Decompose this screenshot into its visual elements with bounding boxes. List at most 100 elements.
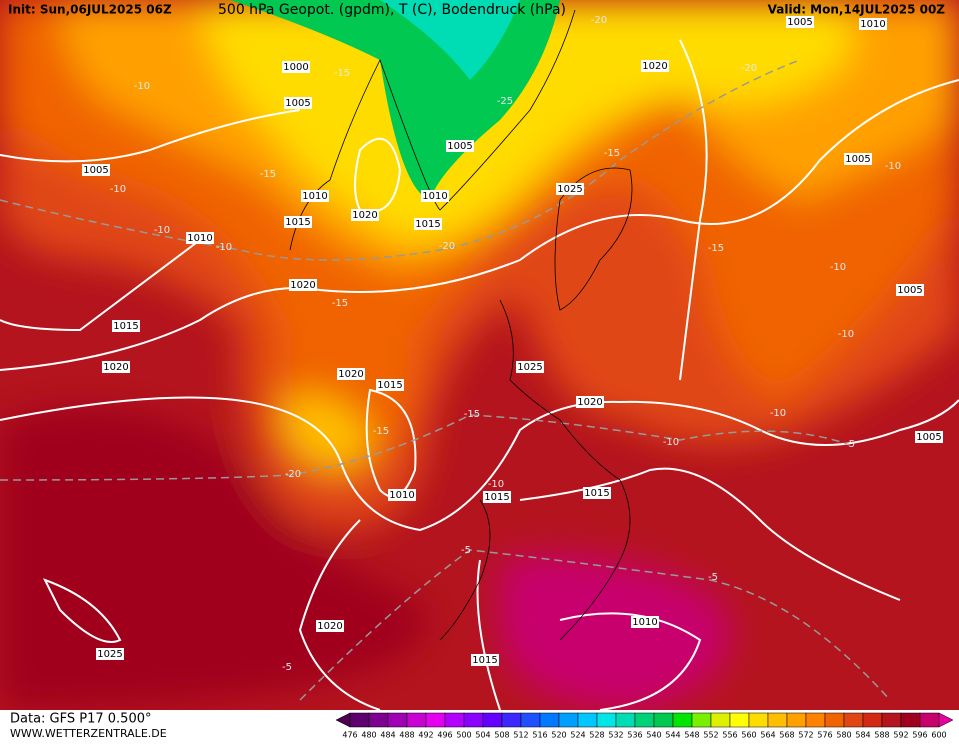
temperature-label: -10 [216, 242, 232, 253]
colorbar-bin [558, 712, 579, 728]
colorbar-tick-label: 508 [494, 731, 509, 740]
isobar-label-box [786, 16, 814, 28]
isobar-label-box [388, 489, 416, 501]
temperature-label: -5 [282, 662, 292, 673]
isobar-label-box [337, 368, 365, 380]
colorbar-bin [482, 712, 503, 728]
isobar-label: 1005 [845, 154, 870, 165]
colorbar-tick-label: 520 [551, 731, 566, 740]
colorbar-tick-label: 584 [855, 731, 870, 740]
colorbar-bin [653, 712, 674, 728]
temperature-label: -10 [663, 437, 679, 448]
isobar-label: 1005 [916, 432, 941, 443]
colorbar-bin [577, 712, 598, 728]
colorbar-bin [425, 712, 446, 728]
colorbar-tick-label: 496 [437, 731, 452, 740]
isobar-label-box [186, 232, 214, 244]
temperature-label: -15 [464, 409, 480, 420]
isobar-label: 1005 [897, 285, 922, 296]
temperature-label: -20 [741, 63, 757, 74]
colorbar-tick-label: 596 [912, 731, 927, 740]
colorbar-tick-label: 500 [456, 731, 471, 740]
isobar-label-box [301, 190, 329, 202]
isobar-label: 1010 [187, 233, 212, 244]
colorbar-tick-label: 492 [418, 731, 433, 740]
colorbar-tick-label: 576 [817, 731, 832, 740]
temperature-label: -10 [885, 161, 901, 172]
isobar-label-box [414, 218, 442, 230]
isobar-label: 1015 [285, 217, 310, 228]
colorbar-tick-label: 480 [361, 731, 376, 740]
temperature-label: -10 [770, 408, 786, 419]
colorbar-bin [805, 712, 826, 728]
isobar-label: 1005 [83, 165, 108, 176]
temperature-label: -20 [439, 241, 455, 252]
isobar-label: 1025 [97, 649, 122, 660]
colorbar-tick-label: 484 [380, 731, 395, 740]
isobar-label: 1015 [484, 492, 509, 503]
isobar-label-box [859, 18, 887, 30]
colorbar-bin [520, 712, 541, 728]
init-time: Init: Sun,06JUL2025 06Z [8, 3, 172, 17]
temperature-label: -20 [591, 15, 607, 26]
colorbar-bin [748, 712, 769, 728]
isobar-label-box [915, 431, 943, 443]
colorbar-bin [596, 712, 617, 728]
isobar-label-box [471, 654, 499, 666]
isobar-label-box [556, 183, 584, 195]
colorbar-tick-label: 564 [760, 731, 775, 740]
isobar-label-box [421, 190, 449, 202]
temperature-label: -15 [604, 148, 620, 159]
isobar-label: 1015 [472, 655, 497, 666]
temperature-label: -10 [830, 262, 846, 273]
colorbar-tick-label: 488 [399, 731, 414, 740]
isobar-label-box [284, 216, 312, 228]
isobar-label: 1020 [338, 369, 363, 380]
colorbar-bin [710, 712, 731, 728]
colorbar-tick-label: 512 [513, 731, 528, 740]
isobar-label: 1010 [302, 191, 327, 202]
temperature-label: -15 [334, 68, 350, 79]
isobar-label: 1020 [577, 397, 602, 408]
isobar-label: 1020 [290, 280, 315, 291]
isobar-label-box [112, 320, 140, 332]
colorbar-tick-label: 476 [342, 731, 357, 740]
isobar-label-box [896, 284, 924, 296]
isobar-label-box [82, 164, 110, 176]
colorbar-bin [615, 712, 636, 728]
temperature-label: -15 [260, 169, 276, 180]
temperature-label: -5 [845, 439, 855, 450]
colorbar-tick-label: 588 [874, 731, 889, 740]
isobar-label: 1015 [377, 380, 402, 391]
colorbar-tick-label: 516 [532, 731, 547, 740]
temperature-label: -20 [285, 469, 301, 480]
data-source: Data: GFS P17 0.500° [10, 712, 152, 727]
colorbar-tick-label: 540 [646, 731, 661, 740]
temperature-label: -10 [488, 479, 504, 490]
colorbar-bin [539, 712, 560, 728]
colorbar-tick-label: 552 [703, 731, 718, 740]
colorbar-bin [767, 712, 788, 728]
isobar-label: 1020 [317, 621, 342, 632]
temperature-label: -15 [373, 426, 389, 437]
colorbar-bin [900, 712, 921, 728]
colorbar-bin [444, 712, 465, 728]
colorbar-bin [463, 712, 484, 728]
colorbar-tick-label: 580 [836, 731, 851, 740]
isobar-label: 1010 [860, 19, 885, 30]
colorbar-tick-label: 548 [684, 731, 699, 740]
colorbar-bin [672, 712, 693, 728]
isobar-label-box [289, 279, 317, 291]
colorbar-tick-label: 560 [741, 731, 756, 740]
colorbar-bin [349, 712, 370, 728]
temperature-label: -5 [461, 545, 471, 556]
temperature-label: -10 [154, 225, 170, 236]
isobar-label: 1020 [642, 61, 667, 72]
isobar-label: 1015 [415, 219, 440, 230]
colorbar-tick-label: 556 [722, 731, 737, 740]
colorbar-bin [824, 712, 845, 728]
isobar-label: 1020 [103, 362, 128, 373]
temperature-label: -25 [497, 96, 513, 107]
isobar-label-box [351, 209, 379, 221]
